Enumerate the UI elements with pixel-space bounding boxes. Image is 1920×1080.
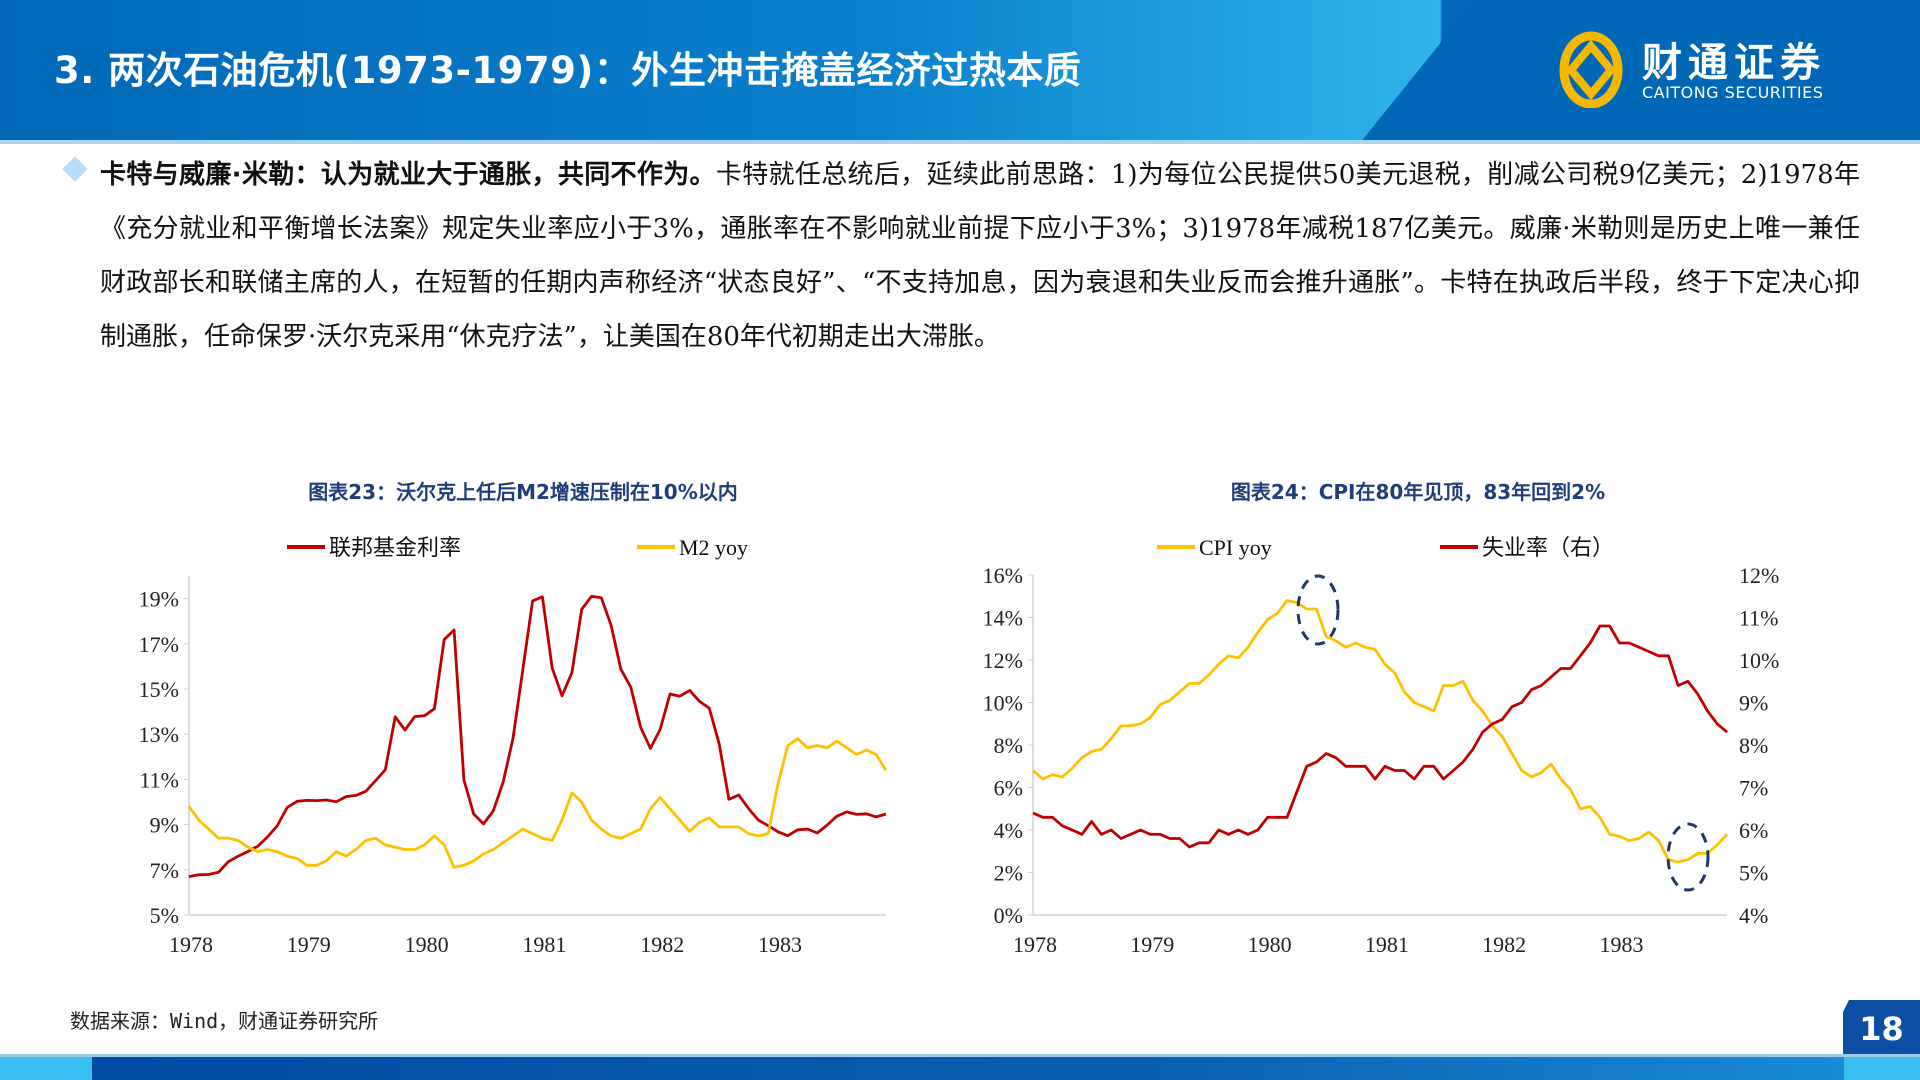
footer-bar <box>0 1054 1920 1080</box>
company-logo: 财通证券 CAITONG SECURITIES <box>1555 30 1855 110</box>
paragraph-body: 卡特就任总统后，延续此前思路：1)为每位公民提供50美元退税，削减公司税9亿美元… <box>100 160 1860 352</box>
x-tick-label: 1981 <box>522 932 566 957</box>
chart-cpi-unemployment: 0% 2% 4% 6% 8% 10% 12% 14% 16% 4% 5% 6% 7% 8% 9% 10% 11%… <box>983 535 1780 957</box>
series-line-1 <box>1032 624 1728 849</box>
page-title: 3. 两次石油危机(1973-1979)：外生冲击掩盖经济过热本质 <box>54 49 1082 92</box>
x-tick-label: 1980 <box>1248 932 1292 957</box>
y-tick-label: 14% <box>983 606 1023 631</box>
y-tick-label: 9% <box>150 813 179 838</box>
y-tick-label: 6% <box>994 776 1023 801</box>
page-number: 18 <box>1859 1010 1904 1048</box>
body-paragraph: 卡特与威廉·米勒：认为就业大于通胀，共同不作为。卡特就任总统后，延续此前思路：1… <box>100 148 1860 364</box>
y-tick-label: 12% <box>983 648 1023 673</box>
y-tick-label: 0% <box>994 903 1023 928</box>
legend-label-0: CPI yoy <box>1199 535 1272 560</box>
x-tick-label: 1983 <box>1599 932 1643 957</box>
y-tick-label: 17% <box>139 632 179 657</box>
y-tick-label: 13% <box>139 722 179 747</box>
y2-tick-label: 10% <box>1739 648 1779 673</box>
legend-label-1: M2 yoy <box>679 535 748 560</box>
y-tick-label: 11% <box>139 767 179 792</box>
y2-tick-label: 4% <box>1739 903 1768 928</box>
y-tick-label: 4% <box>994 818 1023 843</box>
chart-fedfunds-m2: 5% 7% 9% 11% 13% 15% 17% 19% 1978 1979 1980 1981 198… <box>139 535 888 957</box>
y-tick-label: 8% <box>994 733 1023 758</box>
chart-title-left: 图表23：沃尔克上任后M2增速压制在10%以内 <box>308 480 738 504</box>
series-line-0 <box>1032 599 1729 864</box>
y2-tick-label: 12% <box>1739 563 1779 588</box>
x-tick-label: 1979 <box>287 932 331 957</box>
y2-tick-label: 6% <box>1739 818 1768 843</box>
x-tick-label: 1983 <box>758 932 802 957</box>
logo-text-cn: 财通证券 <box>1642 40 1826 86</box>
x-tick-label: 1982 <box>1482 932 1526 957</box>
page-number-box <box>1843 1000 1920 1057</box>
data-source-note: 数据来源：Wind，财通证券研究所 <box>70 1009 379 1033</box>
annotation-circle-1 <box>1666 822 1710 892</box>
header-banner: 3. 两次石油危机(1973-1979)：外生冲击掩盖经济过热本质 财通证券 C… <box>0 0 1920 144</box>
chart-title-right: 图表24：CPI在80年见顶，83年回到2% <box>1230 480 1606 504</box>
x-tick-label: 1978 <box>1013 932 1057 957</box>
diamond-bullet-icon <box>62 156 88 182</box>
x-tick-label: 1980 <box>405 932 449 957</box>
annotation-circle-0 <box>1296 574 1340 646</box>
y-tick-label: 2% <box>994 861 1023 886</box>
x-tick-label: 1982 <box>640 932 684 957</box>
logo-emblem-icon <box>1559 31 1623 109</box>
legend-label-1: 失业率（右） <box>1482 535 1614 560</box>
y-tick-label: 19% <box>139 587 179 612</box>
series-line-1 <box>187 737 888 869</box>
x-tick-label: 1981 <box>1365 932 1409 957</box>
y2-tick-label: 8% <box>1739 733 1768 758</box>
logo-text-en: CAITONG SECURITIES <box>1642 83 1824 102</box>
legend-label-0: 联邦基金利率 <box>329 535 461 560</box>
y2-tick-label: 5% <box>1739 861 1768 886</box>
y2-tick-label: 11% <box>1739 606 1779 631</box>
y-tick-label: 15% <box>139 677 179 702</box>
paragraph-lead: 卡特与威廉·米勒：认为就业大于通胀，共同不作为。 <box>100 160 716 190</box>
header-stripe <box>0 140 1920 144</box>
y2-tick-label: 7% <box>1739 776 1768 801</box>
x-tick-label: 1979 <box>1130 932 1174 957</box>
y-tick-label: 10% <box>983 691 1023 716</box>
y2-tick-label: 9% <box>1739 691 1768 716</box>
y-tick-label: 5% <box>150 903 179 928</box>
y-tick-label: 16% <box>983 563 1023 588</box>
y-tick-label: 7% <box>150 858 179 883</box>
x-tick-label: 1978 <box>169 932 213 957</box>
